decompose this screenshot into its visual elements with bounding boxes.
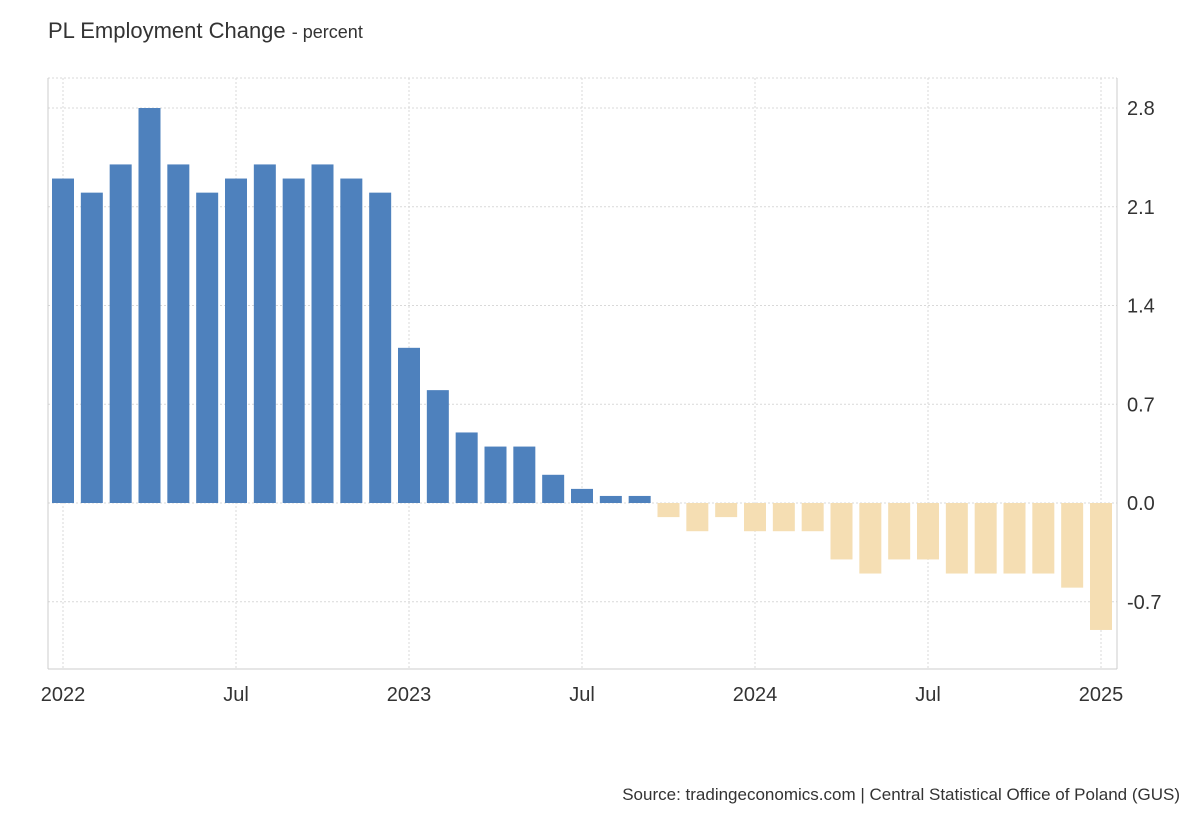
x-tick-label: 2022 <box>41 684 86 706</box>
y-tick-label: 0.7 <box>1127 394 1155 416</box>
bar-may-2022 <box>167 164 190 503</box>
bar-apr-2022 <box>138 108 161 503</box>
x-tick-label: Jul <box>915 684 941 706</box>
x-tick-label: Jul <box>569 684 595 706</box>
bar-jun-2024 <box>888 503 911 560</box>
bar-sep-2022 <box>282 178 305 504</box>
bar-oct-2023 <box>657 503 680 518</box>
bar-jun-2023 <box>542 474 565 503</box>
x-tick-label: 2023 <box>387 684 432 706</box>
y-tick-label: -0.7 <box>1127 592 1161 614</box>
bar-dec-2024 <box>1061 503 1084 588</box>
x-tick-label: 2025 <box>1079 684 1124 706</box>
chart-title-text: PL Employment Change <box>48 18 286 43</box>
bar-may-2023 <box>513 446 536 503</box>
bar-nov-2023 <box>686 503 709 532</box>
bar-oct-2022 <box>311 164 334 503</box>
y-tick-label: 0.0 <box>1127 493 1155 515</box>
bar-aug-2023 <box>599 495 622 503</box>
bar-jul-2024 <box>917 503 939 560</box>
bar-dec-2022 <box>369 192 392 503</box>
bar-mar-2024 <box>801 503 824 532</box>
y-tick-label: 1.4 <box>1127 296 1155 318</box>
bar-apr-2024 <box>830 503 853 560</box>
chart-subtitle: - percent <box>291 22 363 42</box>
bar-nov-2022 <box>340 178 363 504</box>
bar-mar-2022 <box>109 164 132 503</box>
bar-sep-2024 <box>974 503 997 574</box>
bar-jan-2023 <box>398 347 420 503</box>
bar-aug-2024 <box>945 503 968 574</box>
bar-mar-2023 <box>455 432 478 503</box>
bar-apr-2023 <box>484 446 507 503</box>
bar-sep-2023 <box>628 495 651 503</box>
bar-jan-2022 <box>52 178 74 504</box>
bar-jan-2025 <box>1090 503 1112 630</box>
bar-feb-2023 <box>426 390 449 503</box>
x-tick-label: Jul <box>223 684 249 706</box>
y-tick-label: 2.8 <box>1127 98 1155 120</box>
bar-feb-2022 <box>80 192 103 503</box>
bar-dec-2023 <box>715 503 738 518</box>
bar-aug-2022 <box>253 164 276 503</box>
bar-jul-2023 <box>571 488 593 503</box>
bar-may-2024 <box>859 503 882 574</box>
x-tick-label: 2024 <box>733 684 778 706</box>
bar-jul-2022 <box>225 178 247 504</box>
bar-nov-2024 <box>1032 503 1055 574</box>
bar-jan-2024 <box>744 503 766 532</box>
chart-title: PL Employment Change - percent <box>48 18 363 44</box>
bar-feb-2024 <box>772 503 795 532</box>
bars-layer <box>52 108 1112 630</box>
bar-jun-2022 <box>196 192 219 503</box>
source-note: Source: tradingeconomics.com | Central S… <box>622 785 1180 804</box>
y-tick-label: 2.1 <box>1127 197 1155 219</box>
bar-oct-2024 <box>1003 503 1026 574</box>
axis-layer: 2.8 2.1 1.4 0.7 0.0 -0.7 2022 Jul 2023 Jul 2024 Jul… <box>41 78 1161 706</box>
